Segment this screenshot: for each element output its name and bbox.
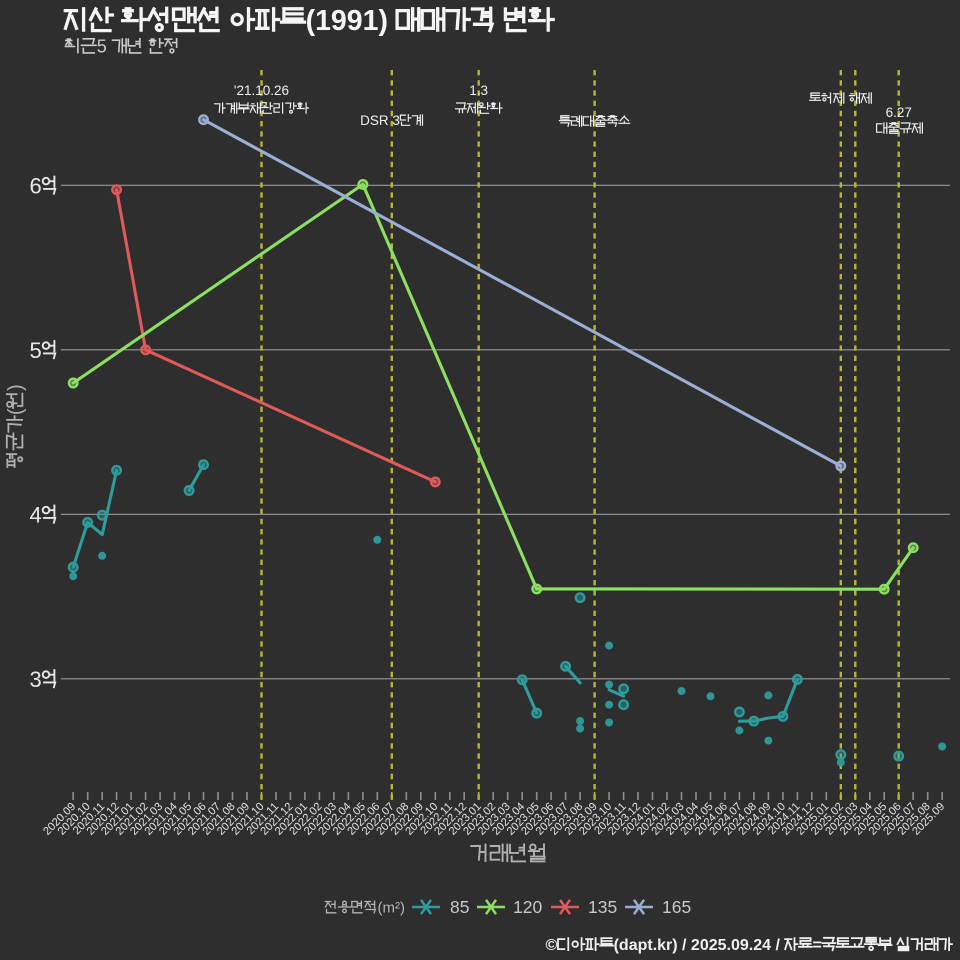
svg-text:(: (	[5, 408, 27, 415]
svg-text:85: 85	[450, 897, 469, 917]
svg-text:=: =	[813, 937, 822, 954]
svg-text:(dapt.kr) / 2025.09.24 /: (dapt.kr) / 2025.09.24 /	[614, 937, 781, 954]
svg-text:6.27: 6.27	[886, 105, 912, 120]
svg-text:165: 165	[662, 897, 691, 917]
svg-text:135: 135	[588, 897, 617, 917]
svg-text:4: 4	[30, 502, 42, 527]
svg-text:DSR 3: DSR 3	[360, 113, 400, 128]
svg-text:): )	[5, 384, 27, 391]
svg-text:5: 5	[97, 37, 107, 57]
svg-text:'21.10.26: '21.10.26	[234, 83, 289, 98]
svg-text:120: 120	[513, 897, 542, 917]
svg-text:6: 6	[30, 173, 42, 198]
svg-text:(1991): (1991)	[306, 5, 388, 37]
svg-text:(m²): (m²)	[378, 900, 405, 917]
svg-text:©: ©	[546, 937, 558, 954]
svg-text:1.3: 1.3	[469, 83, 488, 98]
svg-text:3: 3	[30, 667, 42, 692]
svg-text:5: 5	[30, 338, 42, 363]
